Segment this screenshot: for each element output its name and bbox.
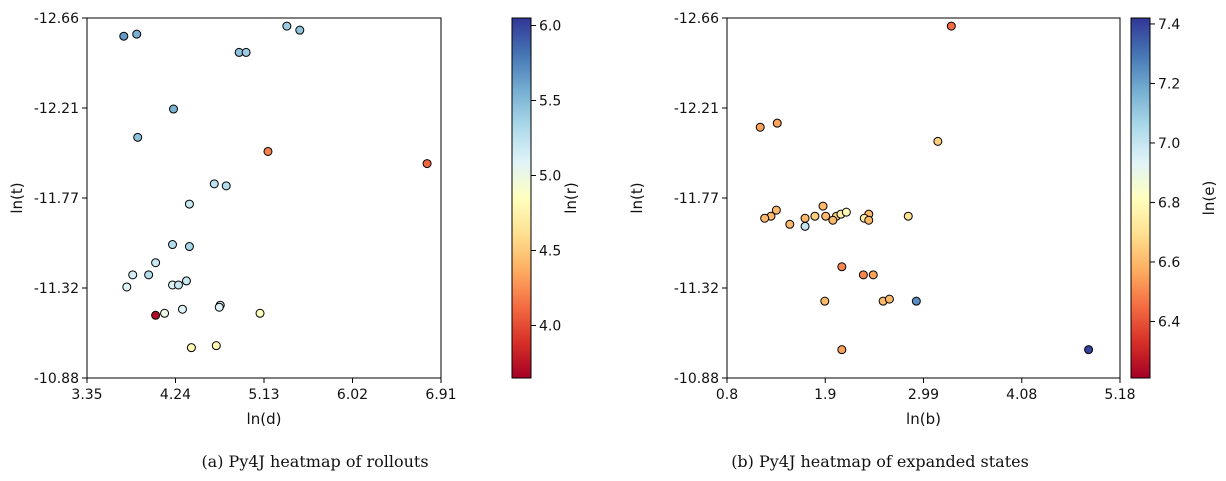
y-tick-label: -12.21 [674, 101, 719, 117]
data-point [173, 280, 183, 290]
data-point [255, 308, 265, 318]
data-point [1084, 345, 1094, 355]
data-point [132, 29, 142, 39]
data-point [800, 213, 810, 223]
panel-a-rollouts-scatter: 3.35 4.24 5.13 6.02 6.91 -12.66 -12.21 -11.77 -1… [8, 11, 580, 428]
data-point [151, 310, 161, 320]
data-point [933, 136, 943, 146]
colorbar-tick-label: 7.0 [1158, 136, 1180, 152]
data-point [820, 296, 830, 306]
data-point [282, 21, 292, 31]
data-point [184, 199, 194, 209]
y-tick-label: -12.66 [34, 11, 79, 27]
data-point [771, 205, 781, 215]
data-point [821, 211, 831, 221]
colorbar-tick-label: 5.0 [539, 169, 561, 185]
data-point [755, 122, 765, 132]
plot-frame [726, 17, 1121, 379]
data-point [133, 132, 143, 142]
data-point [263, 146, 273, 156]
colorbar-tick-label: 6.8 [1158, 195, 1180, 211]
colorbar-tick-label: 4.0 [539, 319, 561, 335]
y-tick-label: -10.88 [34, 371, 79, 387]
colorbar-tick-label: 5.5 [539, 94, 561, 110]
data-point [122, 282, 132, 292]
y-tick-label: -10.88 [674, 371, 719, 387]
data-point [168, 240, 178, 250]
y-axis-label: ln(t) [8, 182, 26, 213]
data-point [128, 270, 138, 280]
data-point [903, 211, 913, 221]
data-point [144, 270, 154, 280]
y-tick-label: -11.32 [674, 281, 719, 297]
data-point [186, 343, 196, 353]
data-point [858, 270, 868, 280]
colorbar [1130, 17, 1151, 379]
y-axis-label: ln(t) [628, 182, 646, 213]
colorbar-label: ln(r) [562, 182, 580, 214]
x-tick-label: 2.99 [908, 387, 939, 403]
data-point [828, 215, 838, 225]
y-tick-label: -11.77 [674, 191, 719, 207]
colorbar-tick-label: 6.0 [539, 19, 561, 35]
y-tick-label: -11.32 [34, 281, 79, 297]
data-point [884, 294, 894, 304]
data-point [211, 341, 221, 351]
x-tick-label: 6.91 [425, 387, 456, 403]
data-point [837, 262, 847, 272]
x-tick-label: 4.08 [1006, 387, 1037, 403]
data-point [864, 215, 874, 225]
data-point [181, 276, 191, 286]
data-point [209, 179, 219, 189]
colorbar-tick-label: 6.4 [1158, 314, 1180, 330]
data-point [177, 304, 187, 314]
x-tick-label: 5.13 [248, 387, 279, 403]
x-tick-label: 0.8 [716, 387, 738, 403]
colorbar-tick-label: 7.2 [1158, 76, 1180, 92]
colorbar-tick-label: 4.5 [539, 244, 561, 260]
caption-a: (a) Py4J heatmap of rollouts [201, 452, 429, 471]
x-tick-label: 3.35 [71, 387, 102, 403]
data-point [800, 221, 810, 231]
data-point [760, 213, 770, 223]
x-tick-label: 1.9 [814, 387, 836, 403]
data-point [818, 201, 828, 211]
plot-frame [86, 17, 442, 379]
data-point [841, 207, 851, 217]
panel-b-expanded-states-scatter: 0.8 1.9 2.99 4.08 5.18 -12.66 -12.21 -11.77 -11.… [628, 11, 1218, 428]
colorbar-label: ln(e) [1200, 181, 1218, 216]
x-tick-label: 5.18 [1104, 387, 1135, 403]
data-point [214, 302, 224, 312]
data-point [810, 211, 820, 221]
data-point [119, 31, 129, 41]
colorbar-tick-label: 7.4 [1158, 17, 1180, 33]
x-axis-label: ln(b) [906, 410, 941, 428]
data-point [785, 219, 795, 229]
colorbar-tick-label: 6.6 [1158, 255, 1180, 271]
colorbar [511, 17, 532, 379]
data-point [868, 270, 878, 280]
data-point [221, 181, 231, 191]
data-point [295, 25, 305, 35]
x-axis-label: ln(d) [247, 410, 282, 428]
data-point [772, 118, 782, 128]
data-point [169, 104, 179, 114]
figure-canvas: 3.35 4.24 5.13 6.02 6.91 -12.66 -12.21 -11.77 -1… [8, 11, 1218, 428]
data-point [946, 21, 956, 31]
y-tick-label: -11.77 [34, 191, 79, 207]
y-tick-label: -12.66 [674, 11, 719, 27]
data-point [911, 296, 921, 306]
data-point [184, 242, 194, 252]
caption-b: (b) Py4J heatmap of expanded states [731, 452, 1029, 471]
y-tick-label: -12.21 [34, 101, 79, 117]
data-point [160, 308, 170, 318]
data-point [151, 258, 161, 268]
data-point [422, 159, 432, 169]
x-tick-label: 4.24 [160, 387, 191, 403]
data-point [241, 47, 251, 57]
data-point [837, 345, 847, 355]
x-tick-label: 6.02 [337, 387, 368, 403]
